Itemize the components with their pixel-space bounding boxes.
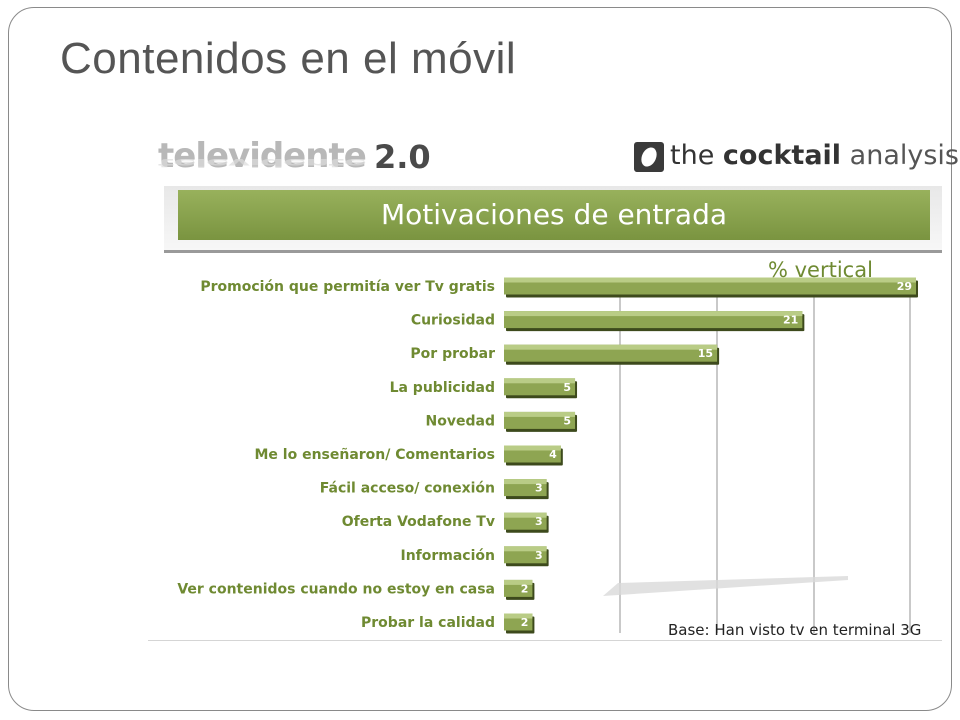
bar-highlight [504, 378, 576, 384]
bar-highlight [504, 411, 576, 417]
cocktail-bold: cocktail [722, 140, 842, 171]
value-label: 3 [535, 482, 543, 495]
televidente-logo: televidente [158, 136, 367, 176]
chart-baseline-rule [148, 640, 942, 641]
televidente-logo-text: televidente [158, 136, 367, 176]
bar-chart: Promoción que permitía ver Tv gratis 29 Cu… [177, 277, 918, 634]
televidente-logo-version: 2.0 [374, 138, 431, 176]
value-label: 5 [563, 414, 571, 427]
value-label: 3 [535, 549, 543, 562]
category-label: Ver contenidos cuando no estoy en casa [177, 581, 495, 597]
bar-highlight [504, 277, 916, 283]
cocktail-logo-icon [634, 142, 664, 172]
category-label: La publicidad [390, 380, 495, 396]
category-label: Oferta Vodafone Tv [342, 514, 495, 530]
chart-title-banner: Motivaciones de entrada [178, 190, 930, 240]
bar-highlight [504, 512, 547, 518]
value-label: 21 [783, 314, 798, 327]
value-label: 4 [549, 448, 557, 461]
chart-area: televidente 2.0 televidente the cocktail… [148, 128, 959, 648]
category-label: Me lo enseñaron/ Comentarios [254, 447, 495, 463]
value-label: 3 [535, 515, 543, 528]
category-label: Por probar [410, 346, 495, 362]
bar-highlight [504, 613, 533, 619]
category-label: Información [400, 548, 495, 564]
category-label: Promoción que permitía ver Tv gratis [200, 279, 495, 295]
value-label: 2 [521, 616, 529, 629]
bar-highlight [504, 546, 547, 552]
value-label: 15 [698, 347, 713, 360]
cocktail-light: analysis [849, 140, 959, 171]
category-label: Novedad [426, 413, 495, 429]
chart-title: Motivaciones de entrada [381, 198, 727, 231]
floor-shadow [603, 576, 848, 596]
category-label: Curiosidad [411, 313, 495, 329]
cocktail-the: the [670, 140, 715, 171]
bar-highlight [504, 311, 803, 317]
base-note: Base: Han visto tv en terminal 3G [668, 621, 922, 639]
value-label: 29 [897, 280, 912, 293]
value-label: 2 [521, 582, 529, 595]
bar-highlight [504, 344, 718, 350]
cocktail-logo-text: the cocktail analysis [670, 140, 959, 171]
bar-highlight [504, 579, 533, 585]
slide-frame [8, 7, 952, 711]
bar-highlight [504, 479, 547, 485]
category-label: Probar la calidad [361, 615, 495, 631]
category-label: Fácil acceso/ conexión [320, 481, 495, 497]
slide-title: Contenidos en el móvil [60, 34, 517, 83]
bar-highlight [504, 445, 561, 451]
value-label: 5 [563, 381, 571, 394]
